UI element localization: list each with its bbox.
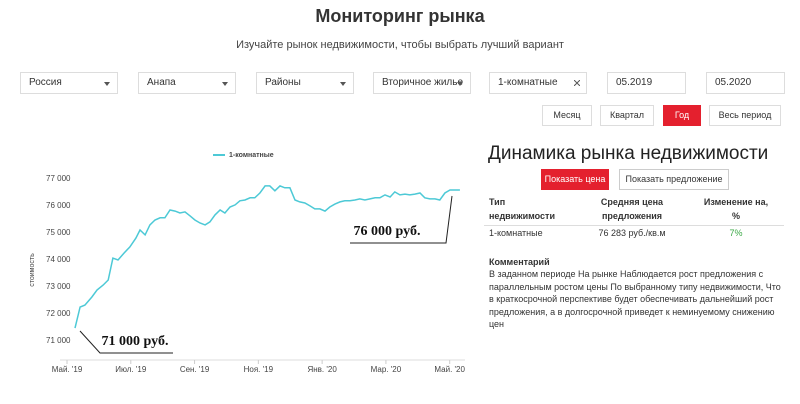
y-tick-label: 72 000 [46,309,71,318]
table-separator [484,225,784,226]
table-cell: 1-комнатные [489,228,543,238]
date-value: 05.2019 [616,77,653,88]
table-header: Изменение на, % [703,197,769,221]
comment-title: Комментарий [489,257,550,267]
date-to[interactable]: 05.2020 [706,72,785,94]
y-tick-label: 75 000 [46,228,71,237]
x-tick-label: Май. '19 [52,365,83,374]
date-from[interactable]: 05.2019 [607,72,686,94]
y-axis-label: стоимость [29,253,36,287]
table-header: Тип недвижимости [489,197,555,221]
clear-icon[interactable] [574,80,580,86]
x-tick-label: Сен. '19 [180,365,210,374]
market-select[interactable]: Вторичное жилье [373,72,471,94]
select-value: Вторичное жилье [382,77,464,88]
annotation-leader [350,195,453,244]
chart: 71 000 72 000 73 000 74 000 75 000 76 000 77 0… [29,152,466,374]
select-value: Районы [265,77,301,88]
show-offer-button[interactable]: Показать предложение [619,169,729,190]
x-tick-label: Июл. '19 [115,365,147,374]
period-button[interactable]: Год [663,105,701,126]
x-tick-label: Мар. '20 [371,365,402,374]
date-value: 05.2020 [715,77,752,88]
y-tick-label: 71 000 [46,336,71,345]
annotation: 76 000 руб. [354,224,421,239]
y-tick-label: 76 000 [46,201,71,210]
annotation-box [350,220,424,243]
city-select[interactable]: Анапа [138,72,236,94]
district-select[interactable]: Районы [256,72,354,94]
country-select[interactable]: Россия [20,72,118,94]
legend-label: 1-комнатные [229,152,274,159]
subtitle: Изучайте рынок недвижимости, чтобы выбра… [236,39,564,51]
period-button[interactable]: Весь период [709,105,781,126]
table-cell: 76 283 руб./кв.м [598,228,666,238]
period-button[interactable]: Квартал [600,105,654,126]
table-header: Средняя цена предложения [600,197,664,221]
select-value: 1-комнатные [498,77,558,88]
x-tick-label: Ноя. '19 [244,365,274,374]
x-tick-label: Янв. '20 [307,365,337,374]
period-button[interactable]: Месяц [542,105,592,126]
select-value: Анапа [147,77,176,88]
y-tick-label: 74 000 [46,255,71,264]
annotation-box [97,330,173,353]
series-line [74,185,460,329]
y-tick-label: 73 000 [46,282,71,291]
select-value: Россия [29,77,62,88]
x-tick-label: Май. '20 [434,365,465,374]
comment-text: В заданном периоде На рынке Наблюдается … [489,269,781,329]
table-cell: 7% [729,228,743,238]
annotation: 71 000 руб. [102,334,169,349]
rooms-select[interactable]: 1-комнатные [489,72,587,94]
page-title: Мониторинг рынка [315,6,485,26]
panel-title: Динамика рынка недвижимости [488,143,769,164]
annotation-leader [79,330,173,354]
show-price-button[interactable]: Показать цена [541,169,609,190]
y-tick-label: 77 000 [46,174,71,183]
